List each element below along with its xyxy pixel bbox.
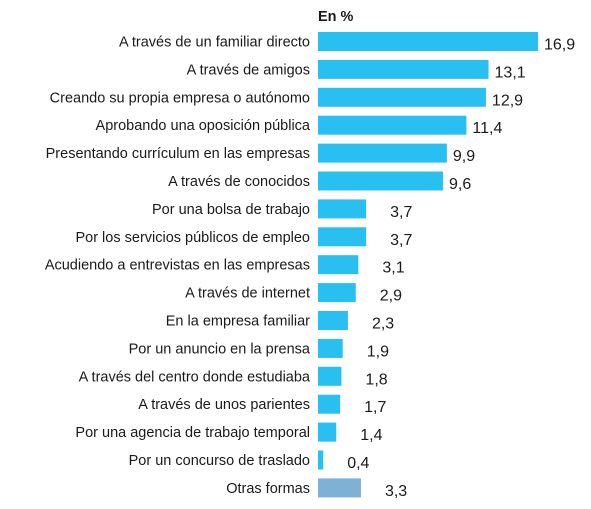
bar [318,366,342,386]
value-label: 13,1 [495,64,526,81]
bars-group [318,32,538,498]
bar [318,311,348,330]
category-label: A través de internet [185,286,310,302]
unit-label: En % [318,9,354,25]
category-label: Acudiendo a entrevistas en las empresas [45,258,310,274]
category-label: En la empresa familiar [166,314,310,330]
category-label: Por un anuncio en la prensa [129,341,311,357]
bar [318,338,343,358]
category-label: Aprobando una oposición pública [96,118,311,134]
value-label: 11,4 [472,120,502,137]
category-label: Otras formas [226,481,310,497]
bar [318,394,341,414]
value-label: 1,9 [367,343,389,360]
category-labels-group: A través de un familiar directo A través … [45,35,311,497]
value-label: 1,4 [360,427,382,444]
value-label: 2,3 [372,316,394,333]
category-label: Creando su propia empresa o autónomo [50,90,310,106]
value-label: 1,7 [364,399,386,416]
bar [318,255,359,275]
category-label: A través de conocidos [168,174,310,190]
category-label: A través de unos parientes [138,397,310,413]
category-label: Por una bolsa de trabajo [152,202,310,218]
category-label: A través de amigos [187,62,310,78]
value-label: 3,7 [390,204,412,221]
bar [318,478,361,498]
category-label: A través de un familiar directo [119,35,310,51]
category-label: A través del centro donde estudiaba [79,369,311,385]
value-label: 9,6 [449,176,471,193]
value-label: 16,9 [544,37,575,54]
bar [318,227,367,247]
bar [318,87,486,107]
category-label: Por un concurso de traslado [129,453,310,469]
value-label: 3,1 [382,260,404,277]
value-label: 3,3 [385,483,407,500]
value-labels-group: 16,9 13,1 12,9 11,4 9,9 9,6 3,7 3,7 3,1 2,9 2,3 1,9… [347,37,575,500]
value-label: 2,9 [380,288,402,305]
bar [318,143,447,163]
bar [318,59,489,79]
bar [318,32,538,51]
value-label: 0,4 [347,455,369,472]
bar [318,171,443,191]
category-label: Por una agencia de trabajo temporal [75,425,310,441]
bar [318,450,324,470]
value-label: 3,7 [390,232,412,249]
bar [318,422,337,442]
category-label: Por los servicios públicos de empleo [75,230,310,246]
bar [318,199,367,219]
value-label: 12,9 [492,92,523,109]
bar [318,115,467,135]
bar [318,283,356,303]
value-label: 1,8 [365,371,387,388]
category-label: Presentando currículum en las empresas [46,146,310,162]
value-label: 9,9 [453,148,475,165]
